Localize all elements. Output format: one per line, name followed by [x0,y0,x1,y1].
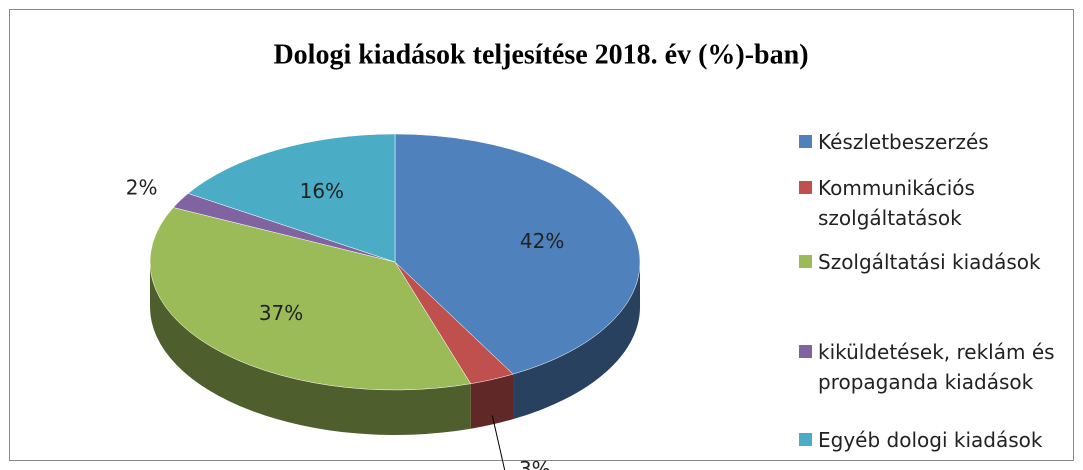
data-label: 37% [259,301,303,325]
slice-side [470,374,514,429]
slice-side [513,262,640,420]
legend-label: Készletbeszerzés [818,130,989,154]
data-label: 2% [126,176,158,200]
legend-swatch [799,433,812,446]
slice-side [150,262,471,435]
data-label: 3% [519,457,551,470]
slice [187,133,396,263]
legend-label: Kommunikációs szolgáltatások [818,176,975,230]
leader-line [491,415,506,470]
legend-swatch [799,135,812,148]
slice [394,133,641,375]
legend-label: kiküldetések, reklám és propaganda kiadá… [818,340,1055,394]
legend-label: Egyéb dologi kiadások [818,428,1043,452]
legend-swatch [799,345,812,358]
data-label: 16% [300,179,344,203]
legend-swatch [799,255,812,268]
slice [149,207,472,391]
legend-swatch [799,181,812,194]
chart-title: Dologi kiadások teljesítése 2018. év (%)… [273,39,808,70]
legend-label: Szolgáltatási kiadások [818,250,1041,274]
data-label: 42% [520,229,564,253]
